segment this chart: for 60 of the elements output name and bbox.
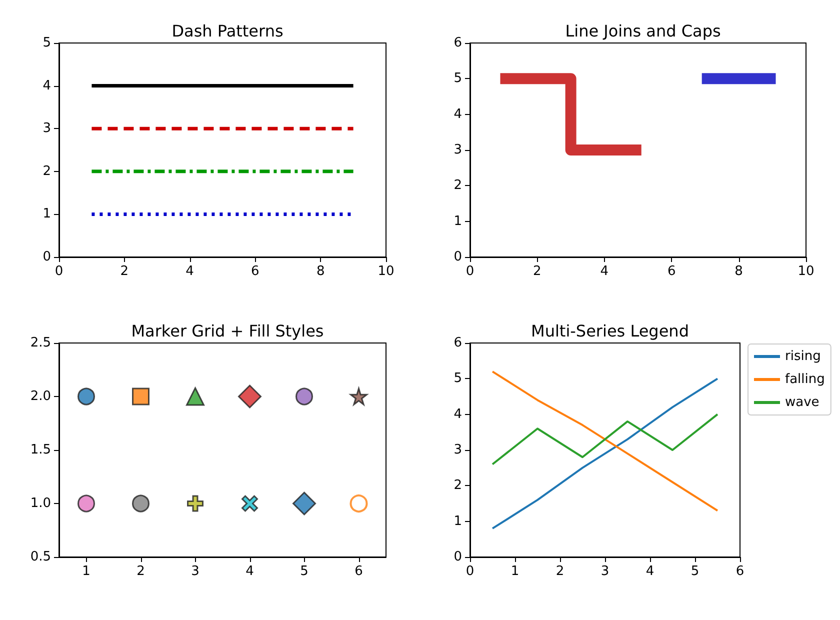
y-tick-label: 4 xyxy=(454,406,462,422)
y-tick-label: 1.5 xyxy=(30,442,51,458)
y-tick-label: 1 xyxy=(454,514,462,529)
y-tick-label: 2 xyxy=(454,178,462,194)
x-tick-label: 5 xyxy=(300,564,308,579)
x-tick-label: 2 xyxy=(556,564,564,579)
y-tick-label: 1.0 xyxy=(30,496,51,511)
legend-label: wave xyxy=(785,395,820,410)
y-tick-label: 6 xyxy=(454,336,462,350)
y-tick-label: 0 xyxy=(42,250,51,264)
x-tick-label: 3 xyxy=(191,564,200,579)
y-tick-label: 2 xyxy=(42,164,51,179)
x-tick-label: 6 xyxy=(354,564,363,579)
y-tick-label: 2.0 xyxy=(30,389,51,404)
x-tick-label: 4 xyxy=(246,564,254,579)
y-tick-label: 3 xyxy=(454,142,462,158)
y-tick-label: 1 xyxy=(454,214,462,229)
y-tick-label: 4 xyxy=(42,78,51,94)
x-tick-label: 4 xyxy=(600,264,609,279)
y-tick-label: 6 xyxy=(454,36,462,50)
y-tick-label: 0 xyxy=(454,250,462,264)
x-tick-label: 10 xyxy=(378,264,394,279)
y-tick-label: 5 xyxy=(454,71,462,86)
x-tick-label: 2 xyxy=(120,264,129,279)
chart-title: Marker Grid + Fill Styles xyxy=(131,322,324,340)
line-series xyxy=(492,370,718,512)
legend-label: rising xyxy=(785,349,821,364)
y-tick-label: 0.5 xyxy=(30,550,51,564)
y-tick-label: 2 xyxy=(454,478,462,494)
y-tick-label: 3 xyxy=(42,121,51,136)
y-tick-label: 3 xyxy=(454,442,462,458)
x-tick-label: 1 xyxy=(82,564,90,579)
x-tick-label: 2 xyxy=(136,564,145,579)
chart-title: Multi-Series Legend xyxy=(531,322,689,340)
x-tick-label: 6 xyxy=(736,564,744,579)
line-series xyxy=(492,378,718,530)
x-tick-label: 0 xyxy=(54,264,64,279)
x-tick-label: 4 xyxy=(186,264,194,279)
x-tick-label: 8 xyxy=(316,264,325,279)
x-tick-label: 4 xyxy=(646,564,654,579)
line-series xyxy=(492,413,718,466)
y-tick-label: 2.5 xyxy=(30,336,51,350)
x-tick-label: 5 xyxy=(690,564,700,579)
chart-title: Dash Patterns xyxy=(172,22,284,40)
chart-title: Line Joins and Caps xyxy=(565,22,721,40)
x-tick-label: 0 xyxy=(466,564,474,579)
x-tick-label: 0 xyxy=(466,264,474,279)
legend-label: falling xyxy=(785,372,825,387)
x-tick-label: 6 xyxy=(251,264,260,279)
y-tick-label: 0 xyxy=(454,550,462,564)
x-tick-label: 8 xyxy=(734,264,743,279)
x-tick-label: 3 xyxy=(600,564,610,579)
y-tick-label: 1 xyxy=(42,206,51,222)
y-tick-label: 4 xyxy=(454,106,462,122)
x-tick-label: 6 xyxy=(667,264,676,279)
x-tick-label: 10 xyxy=(798,264,814,279)
x-tick-label: 2 xyxy=(533,264,542,279)
y-tick-label: 5 xyxy=(42,36,51,50)
y-tick-label: 5 xyxy=(454,371,462,386)
x-tick-label: 1 xyxy=(510,564,520,579)
